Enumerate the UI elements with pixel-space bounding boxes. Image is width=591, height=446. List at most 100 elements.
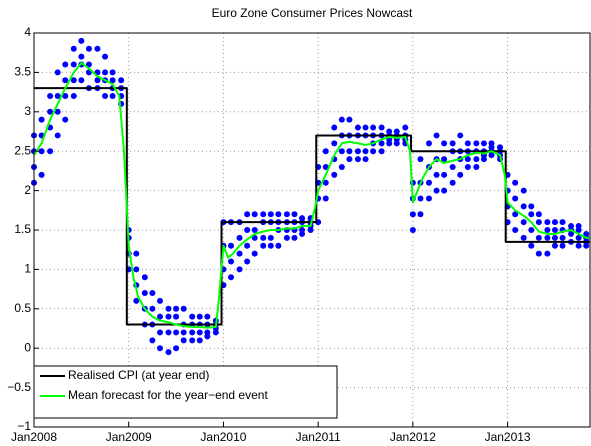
forecast-dot [322,148,329,155]
forecast-dot [370,124,377,131]
y-tick-label: 3 [24,104,31,118]
forecast-dot [488,140,495,147]
forecast-dot [62,116,69,123]
forecast-dot [180,337,187,344]
forecast-dot [362,148,369,155]
forecast-dot [535,250,542,257]
forecast-dot [180,329,187,336]
forecast-dot [497,144,504,151]
forecast-dot [535,234,542,241]
forecast-dot [102,93,109,100]
forecast-dot [559,234,566,241]
forecast-dot [275,242,282,249]
legend: Realised CPI (at year end) Mean forecast … [33,365,338,419]
forecast-dot [464,156,471,163]
forecast-dot [78,53,85,60]
forecast-dot [109,69,116,76]
forecast-dot [141,274,148,281]
forecast-dot [47,93,54,100]
forecast-dot [544,227,551,233]
forecast-dot [260,234,267,241]
forecast-dot [109,77,116,84]
forecast-dot [338,148,345,155]
forecast-dot [370,148,377,155]
forecast-dot [575,223,582,230]
forecast-dot [433,187,440,194]
forecast-dot [346,116,353,123]
forecast-dot [338,116,345,123]
forecast-dot [228,258,235,265]
forecast-dot [480,140,487,147]
y-tick-label: 2.5 [14,143,31,157]
forecast-dot [473,163,480,170]
forecast-dot [559,219,566,226]
forecast-dot [236,234,243,241]
forecast-dot [362,156,369,163]
forecast-dot [520,187,527,194]
forecast-dot [47,148,54,155]
forecast-dot [559,242,566,249]
forecast-dot [260,242,267,249]
legend-label: Mean forecast for the year−end event [68,388,268,402]
forecast-dot [441,140,448,147]
forecast-dot [54,93,61,100]
forecast-dot [331,140,338,147]
y-tick-label: 3.5 [14,65,31,79]
forecast-dot [196,337,203,344]
forecast-dot [85,61,92,68]
forecast-dot [583,230,590,237]
forecast-dot [473,156,480,163]
forecast-dot [149,290,156,297]
forecast-dot [433,171,440,178]
forecast-dot [393,128,400,135]
y-tick-label: 0.5 [14,301,31,315]
forecast-dot [70,93,77,100]
forecast-dot [156,313,163,320]
forecast-dot [62,93,69,100]
forecast-dot [551,227,558,233]
forecast-dot [149,337,156,344]
forecast-dot [402,124,409,131]
forecast-dot [575,242,582,249]
forecast-dot [299,227,306,233]
forecast-dot [165,349,172,356]
forecast-dot [528,211,535,218]
ticks: −1 −0.5 0 0.5 1 1.5 2 2.5 3 3.5 4 Jan2008 Jan2009 Jan… [7,25,531,444]
forecast-dot [378,140,385,147]
forecast-dot [283,234,290,241]
forecast-dot [449,140,456,147]
forecast-dot [244,227,251,233]
forecast-dot [78,77,85,84]
forecast-dot [354,156,361,163]
chart-title: Euro Zone Consumer Prices Nowcast [212,6,413,20]
forecast-dot [267,211,274,218]
forecast-dot [441,156,448,163]
forecast-dot [409,227,416,233]
forecast-dot [568,223,575,230]
forecast-dot [141,290,148,297]
series-line [33,61,590,329]
forecast-dot [449,179,456,186]
forecast-dot [528,203,535,210]
forecast-dot [441,187,448,194]
forecast-dot [244,211,251,218]
forecast-dot [189,329,196,336]
forecast-dot [251,211,258,218]
y-tick-label: 4 [24,25,31,39]
forecast-dot [433,132,440,139]
forecast-dot [244,242,251,249]
forecast-dot [85,45,92,52]
forecast-dot [94,77,101,84]
forecast-dot [322,163,329,170]
forecast-dot [251,227,258,233]
x-tick-label: Jan2010 [200,430,246,444]
forecast-dot [331,124,338,131]
forecast-dot [512,179,519,186]
forecast-dot [425,179,432,186]
forecast-dot [331,171,338,178]
forecast-dot [291,211,298,218]
forecast-dot [204,313,211,320]
forecast-dot [528,227,535,233]
forecast-dot [47,108,54,115]
forecast-dot [180,305,187,312]
